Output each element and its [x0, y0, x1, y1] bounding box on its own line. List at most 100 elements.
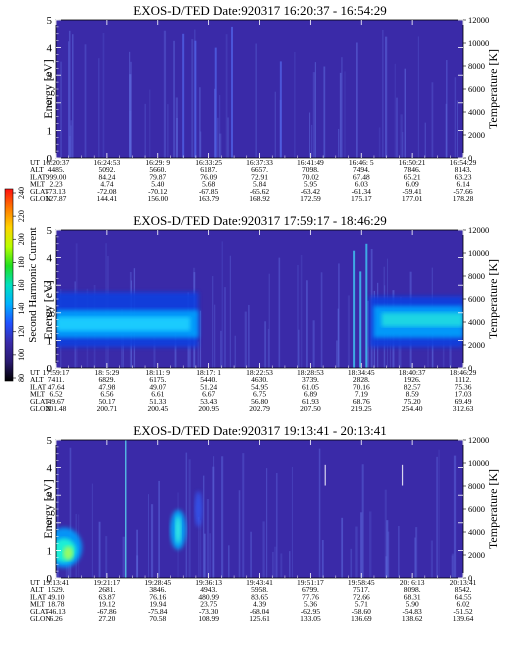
orbit-cell: 175.17 — [351, 194, 372, 203]
spectrogram-streak — [404, 68, 407, 158]
spectrogram-streak — [344, 71, 346, 158]
orbit-cell: 5958. — [251, 585, 268, 594]
spectrogram-streak — [129, 51, 131, 158]
colorbar-tick-label: 80 — [17, 374, 26, 382]
panel-1-spectrogram-features — [60, 26, 458, 158]
spectrogram-streak — [415, 527, 418, 578]
temperature-tick-label: 8000 — [468, 271, 485, 281]
panel-1-spectrogram-background — [56, 20, 463, 158]
orbit-cell: 6.09 — [406, 180, 419, 189]
orbit-cell: 5.84 — [253, 180, 266, 189]
colorbar: 240 220 200 180 160 140 120 100 80 Second Harmon… — [4, 187, 39, 382]
spectrogram-streak — [451, 555, 454, 578]
orbit-row-label: ALT — [30, 585, 44, 594]
orbit-cell: 18:40:37 — [399, 368, 426, 377]
orbit-cell: 67.48 — [353, 172, 370, 181]
orbit-cell: 200.45 — [147, 404, 168, 413]
orbit-row-label: UT — [30, 368, 40, 377]
spectrogram-streak — [175, 97, 178, 158]
temperature-tick-label: 6000 — [468, 84, 485, 94]
spectrogram-streak — [69, 447, 72, 578]
orbit-cell: 50.17 — [98, 397, 115, 406]
spectrogram-streak — [280, 553, 283, 578]
spectrogram-streak — [387, 531, 390, 578]
spectrogram-streak — [72, 34, 74, 158]
orbit-cell: -59.41 — [402, 187, 422, 196]
temperature-tick: 6000 — [463, 84, 485, 94]
temperature-tick: 4000 — [463, 107, 485, 117]
orbit-cell: 4.74 — [100, 180, 113, 189]
colorbar-tick: 180 — [13, 256, 26, 268]
orbit-cell: 82.57 — [404, 382, 421, 391]
orbit-cell: 1529. — [48, 585, 65, 594]
orbit-cell: 19:51:17 — [297, 578, 324, 587]
orbit-cell: 75.20 — [404, 397, 421, 406]
spectrogram-streak — [221, 456, 224, 578]
temperature-tick-label: 2000 — [468, 130, 485, 140]
spectrogram-streak — [266, 468, 268, 578]
spectrogram-streak — [197, 341, 199, 368]
temperature-tick-label: 0 — [468, 363, 472, 373]
temperature-tick-label: 2000 — [468, 550, 485, 560]
temperature-tick: 10000 — [463, 38, 489, 48]
orbit-cell: 133.05 — [300, 614, 321, 623]
colorbar-tick: 200 — [13, 233, 26, 245]
orbit-cell: 18.78 — [48, 600, 65, 609]
colorbar-tick: 240 — [13, 187, 26, 199]
panel-1-temperature-ticks: 0 2000 4000 6000 8000 10000 12000 — [463, 15, 489, 163]
orbit-row-label: GLON — [30, 404, 51, 413]
orbit-cell: 7846. — [404, 165, 421, 174]
energy-tick-label: 4 — [47, 253, 53, 265]
orbit-cell: 6.89 — [304, 390, 317, 399]
spectrogram-streak — [294, 51, 296, 158]
spectrogram-streak — [291, 466, 293, 578]
temperature-tick-label: 4000 — [468, 527, 485, 537]
orbit-cell: 16:29: 9 — [145, 158, 170, 167]
orbit-cell: 5.36 — [304, 600, 317, 609]
spectrogram-streak — [214, 47, 217, 158]
spectrogram-streak — [386, 520, 389, 578]
panel-1-energy-axis-label: Energy [eV] — [41, 59, 55, 118]
orbit-cell: 480.99 — [198, 592, 219, 601]
orbit-cell: 5.40 — [151, 180, 164, 189]
temperature-tick: 12000 — [463, 15, 489, 25]
orbit-cell: 16:20:37 — [43, 158, 70, 167]
orbit-cell: 5092. — [98, 165, 115, 174]
temperature-tick-label: 0 — [468, 153, 472, 163]
colorbar-tick-label: 100 — [17, 349, 26, 361]
spectrogram-streak — [385, 556, 388, 578]
spectrogram-streak — [337, 308, 339, 368]
spectrogram-streak — [338, 128, 340, 158]
panel-3-title: EXOS-D/TED Date:920317 19:13:41 - 20:13:… — [133, 423, 386, 438]
temperature-tick: 8000 — [463, 271, 485, 281]
orbit-cell: -73.30 — [199, 607, 219, 616]
orbit-cell: 49.10 — [48, 592, 65, 601]
spectrogram-streak — [125, 440, 127, 578]
energy-tick-label: 2 — [47, 518, 53, 530]
orbit-cell: 2.23 — [49, 180, 62, 189]
spectrogram-streak — [268, 273, 270, 368]
spectrogram-streak — [341, 57, 343, 158]
spectrogram-streak — [272, 551, 274, 578]
orbit-row-label: MLT — [30, 390, 46, 399]
spectrogram-streak — [220, 330, 222, 368]
orbit-cell: 72.66 — [353, 592, 370, 601]
orbit-row-label: ALT — [30, 165, 44, 174]
spectrogram-streak — [275, 472, 278, 578]
spectrogram-streak — [234, 335, 236, 368]
orbit-cell: 219.25 — [351, 404, 372, 413]
spectrogram-streak — [198, 516, 200, 578]
orbit-cell: 18:28:53 — [297, 368, 324, 377]
temperature-tick: 0 — [463, 153, 472, 163]
spectrogram-streak — [306, 280, 308, 368]
spectrogram-streak — [361, 464, 364, 578]
orbit-row-label: UT — [30, 578, 40, 587]
spectrogram-streak — [401, 464, 404, 486]
energy-tick-label: 1 — [47, 125, 53, 137]
spectrogram-streak — [318, 448, 321, 578]
spectrogram-streak — [338, 263, 340, 368]
spectrogram-streak — [255, 43, 257, 158]
spectrogram-streak — [365, 243, 368, 368]
